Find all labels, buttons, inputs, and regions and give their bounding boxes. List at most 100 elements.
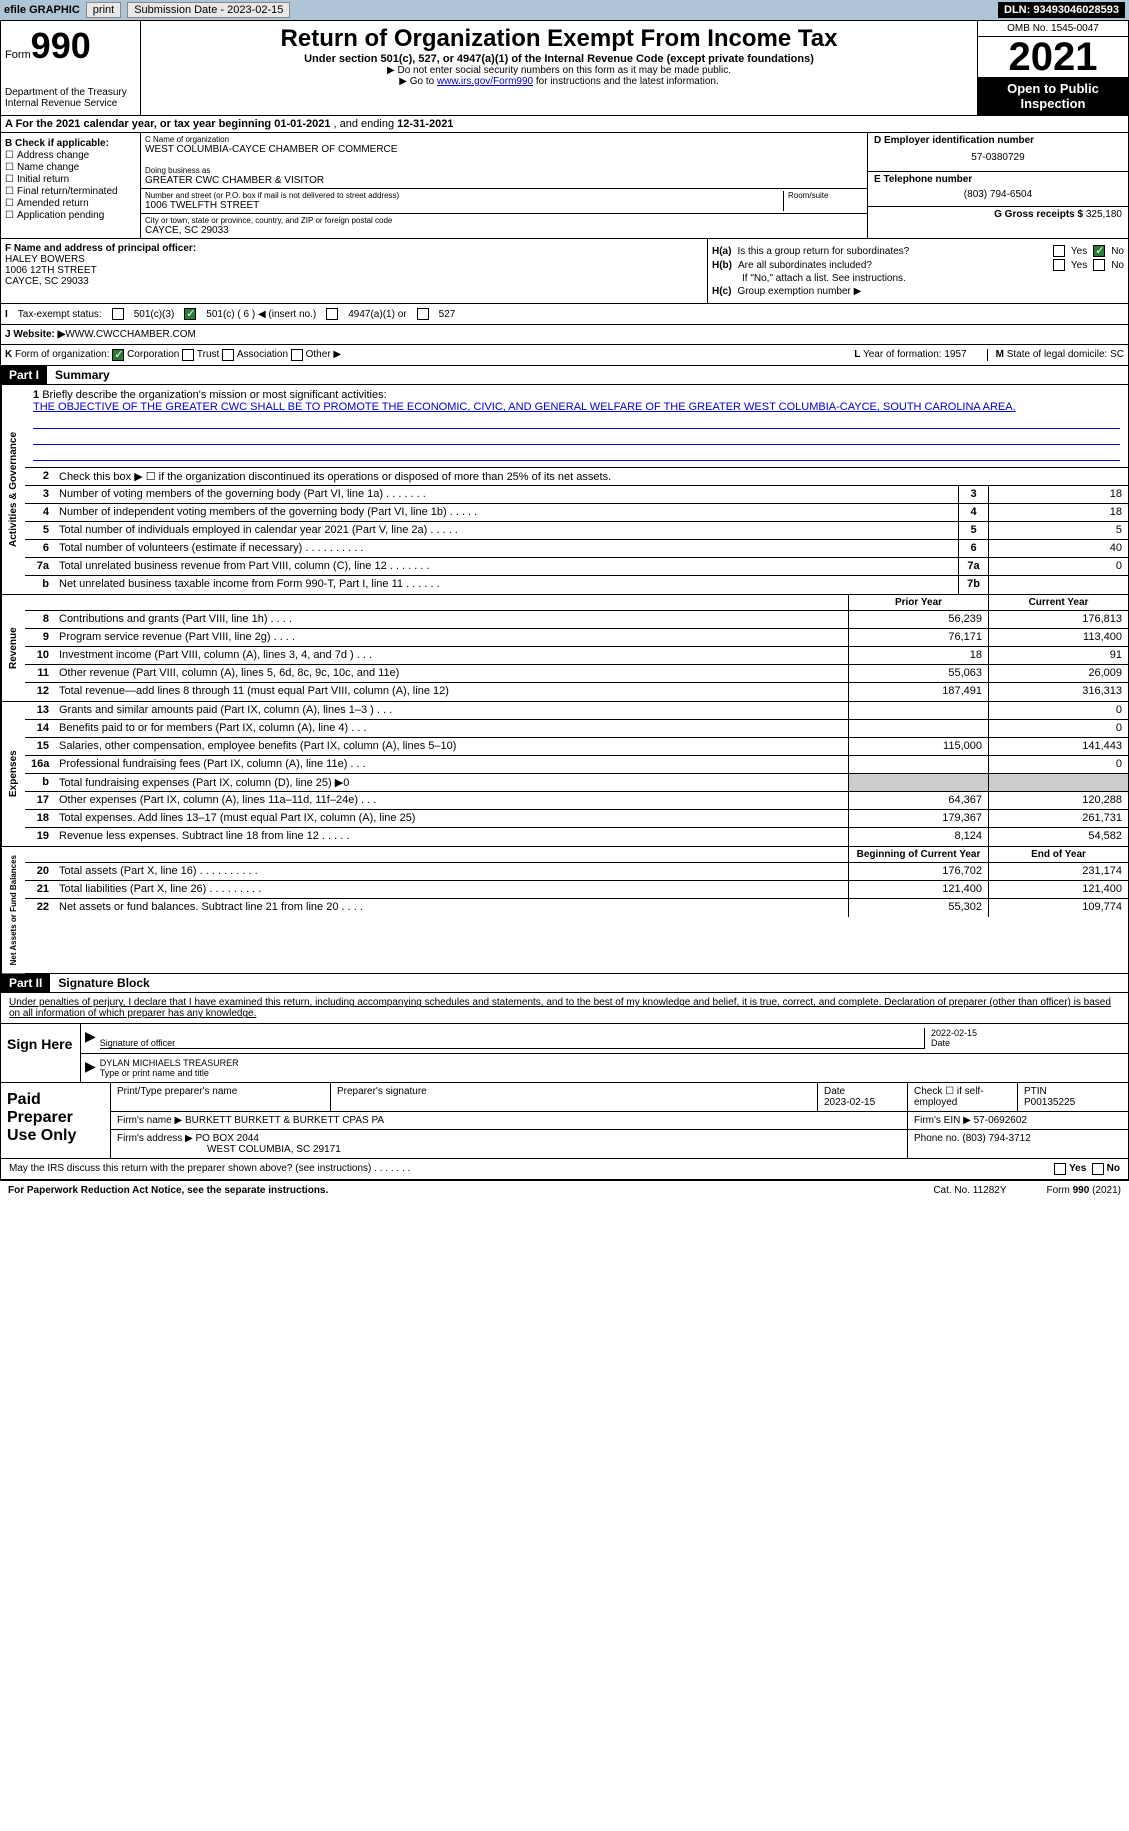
line-3: 3Number of voting members of the governi… <box>25 486 1128 504</box>
line-7a: 7aTotal unrelated business revenue from … <box>25 558 1128 576</box>
topbar: efile GRAPHIC print Submission Date - 20… <box>0 0 1129 20</box>
ein: 57-0380729 <box>874 146 1122 169</box>
header-right: OMB No. 1545-0047 2021 Open to Public In… <box>978 21 1128 115</box>
discuss-no[interactable] <box>1092 1163 1104 1175</box>
chk-501c3[interactable] <box>112 308 124 320</box>
street: 1006 TWELFTH STREET <box>145 200 783 211</box>
chk-application[interactable]: Application pending <box>5 210 136 221</box>
form-header: Form990 Department of the Treasury Inter… <box>0 20 1129 116</box>
chk-assoc[interactable] <box>222 349 234 361</box>
ha-yes[interactable] <box>1053 245 1065 257</box>
footer: For Paperwork Reduction Act Notice, see … <box>0 1180 1129 1200</box>
vtab-exp: Expenses <box>1 702 25 846</box>
firm-phone: (803) 794-3712 <box>962 1133 1030 1144</box>
form-subtitle: Under section 501(c), 527, or 4947(a)(1)… <box>149 53 969 65</box>
year-formation: 1957 <box>944 349 966 360</box>
form-ref: Form 990 (2021) <box>1047 1185 1121 1196</box>
line-6: 6Total number of volunteers (estimate if… <box>25 540 1128 558</box>
chk-527[interactable] <box>417 308 429 320</box>
chk-initial[interactable]: Initial return <box>5 174 136 185</box>
col-d: D Employer identification number57-03807… <box>868 133 1128 238</box>
box-h: H(a)Is this a group return for subordina… <box>708 239 1128 303</box>
vtab-gov: Activities & Governance <box>1 385 25 594</box>
irs-link[interactable]: www.irs.gov/Form990 <box>437 76 533 87</box>
chk-4947[interactable] <box>326 308 338 320</box>
line-b: bNet unrelated business taxable income f… <box>25 576 1128 594</box>
line-19: 19Revenue less expenses. Subtract line 1… <box>25 828 1128 846</box>
line-11: 11Other revenue (Part VIII, column (A), … <box>25 665 1128 683</box>
signer-name: DYLAN MICHIAELS TREASURER <box>100 1058 239 1068</box>
sign-date: 2022-02-15 <box>931 1028 977 1038</box>
officer-name: HALEY BOWERS <box>5 254 703 265</box>
sign-here: Sign Here ▶Signature of officer2022-02-1… <box>0 1024 1129 1083</box>
row-j: J Website: ▶ WWW.CWCCHAMBER.COM <box>0 325 1129 345</box>
col-c: C Name of organizationWEST COLUMBIA-CAYC… <box>141 133 868 238</box>
hb-yes[interactable] <box>1053 259 1065 271</box>
chk-amended[interactable]: Amended return <box>5 198 136 209</box>
chk-corp[interactable] <box>112 349 124 361</box>
firm-ein: 57-0692602 <box>974 1115 1027 1126</box>
part1-header: Part I Summary <box>0 366 1129 385</box>
cat-no: Cat. No. 11282Y <box>933 1185 1006 1196</box>
vtab-rev: Revenue <box>1 595 25 701</box>
main-grid: B Check if applicable: Address change Na… <box>0 133 1129 239</box>
officer-street: 1006 12TH STREET <box>5 265 703 276</box>
print-button[interactable]: print <box>86 2 121 18</box>
line-14: 14Benefits paid to or for members (Part … <box>25 720 1128 738</box>
firm-addr2: WEST COLUMBIA, SC 29171 <box>117 1144 341 1155</box>
line-13: 13Grants and similar amounts paid (Part … <box>25 702 1128 720</box>
header-left: Form990 Department of the Treasury Inter… <box>1 21 141 115</box>
website: WWW.CWCCHAMBER.COM <box>65 329 196 340</box>
row-a: A For the 2021 calendar year, or tax yea… <box>0 116 1129 133</box>
chk-name[interactable]: Name change <box>5 162 136 173</box>
telephone: (803) 794-6504 <box>874 185 1122 204</box>
city: CAYCE, SC 29033 <box>145 225 863 236</box>
line-4: 4Number of independent voting members of… <box>25 504 1128 522</box>
state-domicile: SC <box>1110 349 1124 360</box>
chk-final[interactable]: Final return/terminated <box>5 186 136 197</box>
line-9: 9Program service revenue (Part VIII, lin… <box>25 629 1128 647</box>
discuss-yes[interactable] <box>1054 1163 1066 1175</box>
paid-preparer: Paid Preparer Use Only Print/Type prepar… <box>0 1083 1129 1159</box>
row-k: K Form of organization: Corporation Trus… <box>0 345 1129 366</box>
officer-city: CAYCE, SC 29033 <box>5 276 703 287</box>
form-title: Return of Organization Exempt From Incom… <box>149 25 969 53</box>
header-center: Return of Organization Exempt From Incom… <box>141 21 978 115</box>
chk-trust[interactable] <box>182 349 194 361</box>
chk-address[interactable]: Address change <box>5 150 136 161</box>
open-inspection: Open to Public Inspection <box>978 77 1128 115</box>
summary-exp: Expenses 13Grants and similar amounts pa… <box>0 702 1129 847</box>
note-ssn: ▶ Do not enter social security numbers o… <box>149 65 969 76</box>
line-21: 21Total liabilities (Part X, line 26) . … <box>25 881 1128 899</box>
penalty-text: Under penalties of perjury, I declare th… <box>0 993 1129 1024</box>
line-12: 12Total revenue—add lines 8 through 11 (… <box>25 683 1128 701</box>
chk-501c[interactable] <box>184 308 196 320</box>
dln: DLN: 93493046028593 <box>998 2 1125 18</box>
line-b: bTotal fundraising expenses (Part IX, co… <box>25 774 1128 792</box>
summary-rev: Revenue Prior YearCurrent Year 8Contribu… <box>0 595 1129 702</box>
org-name: WEST COLUMBIA-CAYCE CHAMBER OF COMMERCE <box>145 144 863 155</box>
ha-no[interactable] <box>1093 245 1105 257</box>
line-22: 22Net assets or fund balances. Subtract … <box>25 899 1128 917</box>
mission: 1 Briefly describe the organization's mi… <box>25 385 1128 468</box>
chk-other[interactable] <box>291 349 303 361</box>
part2-header: Part II Signature Block <box>0 974 1129 993</box>
gross-receipts: 325,180 <box>1086 209 1122 220</box>
col-b: B Check if applicable: Address change Na… <box>1 133 141 238</box>
line-10: 10Investment income (Part VIII, column (… <box>25 647 1128 665</box>
prep-date: 2023-02-15 <box>824 1097 875 1108</box>
summary-gov: Activities & Governance 1 Briefly descri… <box>0 385 1129 595</box>
hb-no[interactable] <box>1093 259 1105 271</box>
line-8: 8Contributions and grants (Part VIII, li… <box>25 611 1128 629</box>
firm-addr1: PO BOX 2044 <box>196 1133 259 1144</box>
box-f: F Name and address of principal officer:… <box>1 239 708 303</box>
line-16a: 16aProfessional fundraising fees (Part I… <box>25 756 1128 774</box>
mission-text: THE OBJECTIVE OF THE GREATER CWC SHALL B… <box>33 401 1120 413</box>
form-number: 990 <box>31 25 91 66</box>
vtab-net: Net Assets or Fund Balances <box>1 847 25 973</box>
pra-notice: For Paperwork Reduction Act Notice, see … <box>8 1185 328 1196</box>
line-20: 20Total assets (Part X, line 16) . . . .… <box>25 863 1128 881</box>
summary-net: Net Assets or Fund Balances Beginning of… <box>0 847 1129 974</box>
discuss-row: May the IRS discuss this return with the… <box>0 1159 1129 1180</box>
tax-year: 2021 <box>978 37 1128 77</box>
